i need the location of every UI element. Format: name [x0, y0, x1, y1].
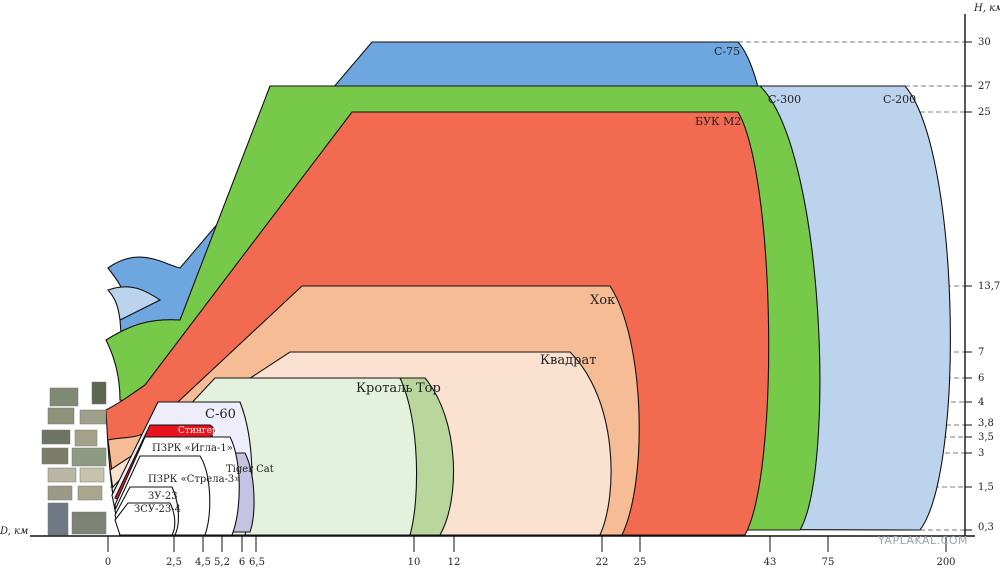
photo-thumbnail	[41, 447, 69, 465]
label-stinger: Стингер	[178, 426, 218, 436]
h-tick-label: 3,8	[978, 418, 994, 429]
label-strela: ПЗРК «Стрела-3»	[148, 474, 240, 485]
height-axis	[964, 14, 972, 536]
h-tick-label: 3	[978, 448, 984, 459]
h-tick-label: 6	[978, 373, 984, 384]
d-tick-label: 12	[448, 557, 461, 568]
h-tick-label: 30	[978, 37, 991, 48]
zone-s75-lower-lobe	[107, 286, 162, 321]
photo-thumbnail	[74, 429, 98, 447]
label-tor: Тор	[416, 381, 441, 396]
label-hawk: Хок	[590, 293, 615, 308]
h-tick-label: 13,7	[978, 281, 1000, 292]
label-s300: С-300	[768, 93, 801, 106]
photo-thumbnail	[91, 381, 107, 405]
distance-axis-label: D, км	[0, 526, 28, 537]
h-tick-label: 3,5	[978, 432, 994, 443]
label-s75: С-75	[714, 45, 740, 58]
h-tick-label: 0,3	[978, 522, 994, 533]
d-tick-label: 10	[408, 557, 421, 568]
d-tick-label: 6,5	[249, 557, 265, 568]
height-axis-label: H, км	[973, 3, 1000, 14]
photo-thumbnail	[47, 485, 73, 501]
d-tick-label: 2,5	[166, 557, 182, 568]
h-tick-label: 7	[978, 347, 984, 358]
photo-thumbnail	[77, 485, 103, 501]
photo-thumbnail	[71, 511, 107, 535]
photo-thumbnail	[41, 429, 71, 445]
d-tick-label: 4,5	[195, 557, 211, 568]
d-tick-label: 43	[764, 557, 777, 568]
photo-thumbnail	[79, 467, 105, 483]
label-kvadrat: Квадрат	[540, 353, 596, 368]
photo-thumbnail	[47, 502, 69, 536]
height-tick-labels: 30 27 25 13,7 7 6 4 3,8 3,5 3 1,5 0,3	[978, 37, 1000, 533]
label-buk: БУК М2	[695, 115, 741, 128]
label-zsu: ЗСУ-23-4	[134, 504, 181, 515]
label-krotal: Кроталь	[356, 381, 413, 396]
h-tick-label: 1,5	[978, 482, 994, 493]
label-tiger-cat: Tiger Cat	[226, 464, 274, 475]
photo-thumbnail	[49, 387, 79, 407]
d-tick-label: 6	[239, 557, 245, 568]
d-tick-label: 22	[596, 557, 609, 568]
d-tick-label: 5,2	[214, 557, 230, 568]
watermark: YAPLAKAL.COM	[878, 534, 968, 547]
h-tick-label: 25	[978, 107, 991, 118]
d-tick-label: 200	[936, 557, 955, 568]
label-s200: С-200	[883, 93, 916, 106]
system-photos	[41, 381, 107, 536]
distance-tick-labels: 0 2,5 4,5 5,2 6 6,5 10 12 22 25 43 75 20…	[105, 557, 956, 568]
distance-axis	[30, 535, 975, 552]
h-tick-label: 4	[978, 397, 984, 408]
zone-zsu	[114, 502, 176, 536]
label-zu23: ЗУ-23	[148, 491, 178, 502]
photo-thumbnail	[71, 447, 107, 467]
photo-thumbnail	[47, 407, 75, 425]
d-tick-label: 0	[105, 557, 111, 568]
h-tick-label: 27	[978, 81, 991, 92]
d-tick-label: 25	[634, 557, 647, 568]
photo-thumbnail	[47, 467, 77, 483]
photo-thumbnail	[79, 409, 107, 425]
label-igla: ПЗРК «Игла-1»	[152, 443, 233, 454]
d-tick-label: 75	[822, 557, 835, 568]
label-s60: С-60	[205, 407, 236, 422]
